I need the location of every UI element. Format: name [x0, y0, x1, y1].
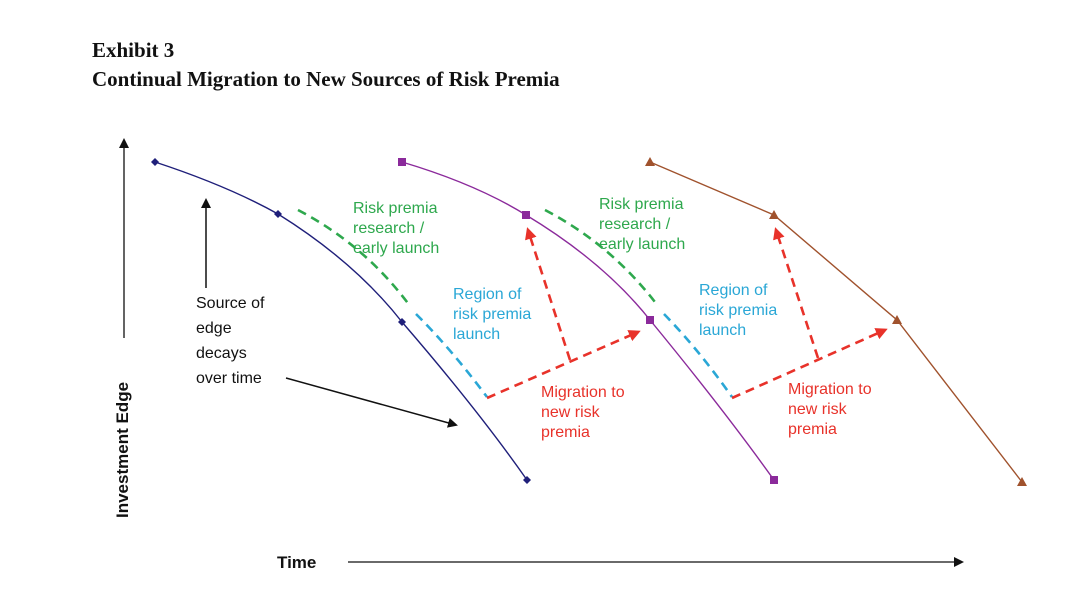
x-axis-label: Time	[277, 553, 316, 572]
migration-annotation-line: Migration to	[541, 384, 625, 401]
decay-annotation-line: decays	[196, 345, 247, 362]
research-annotation-line: early launch	[353, 240, 439, 257]
triangle-marker	[1017, 477, 1027, 486]
diamond-marker	[151, 158, 159, 166]
square-marker	[522, 211, 530, 219]
region-dashed-line-2	[663, 313, 734, 398]
region-annotation-line: risk premia	[699, 302, 777, 319]
migration-annotation-line: new risk	[788, 401, 848, 418]
research-annotation-line: Risk premia	[353, 200, 438, 217]
migration-annotation-line: Migration to	[788, 381, 872, 398]
decay-annotation-line: edge	[196, 320, 232, 337]
migration-arrow-horizontal-2	[731, 328, 888, 400]
triangle-marker	[892, 315, 902, 324]
migration-annotation-1: Migration to new risk premia	[541, 384, 629, 441]
square-marker	[770, 476, 778, 484]
region-annotation-line: launch	[699, 322, 746, 339]
diamond-marker	[523, 476, 531, 484]
region-dashed-line-1	[415, 313, 489, 398]
region-annotation-line: risk premia	[453, 306, 531, 323]
migration-annotation-line: new risk	[541, 404, 601, 421]
edge-decay-curve-2	[401, 161, 775, 481]
research-dashed-line-1	[297, 208, 412, 307]
y-axis-label: Investment Edge	[113, 382, 132, 518]
research-annotation-line: research /	[599, 216, 671, 233]
diamond-marker	[274, 210, 282, 218]
decay-annotation: Source of edge decays over time	[196, 295, 269, 387]
exhibit-title-block: Exhibit 3 Continual Migration to New Sou…	[92, 36, 560, 94]
exhibit-number: Exhibit 3	[92, 38, 175, 62]
migration-arrow-vertical-1	[525, 227, 572, 361]
region-annotation-2: Region of risk premia launch	[699, 282, 782, 339]
decay-annotation-line: over time	[196, 370, 262, 387]
research-annotation-line: research /	[353, 220, 425, 237]
edge-decay-curve-1	[154, 161, 528, 481]
region-annotation-line: Region of	[699, 282, 768, 299]
decay-pointer-down-arrow	[285, 377, 458, 428]
decay-annotation-line: Source of	[196, 295, 265, 312]
square-marker	[398, 158, 406, 166]
triangle-marker	[769, 210, 779, 219]
research-annotation-1: Risk premia research / early launch	[353, 200, 442, 257]
edge-decay-curve-3	[649, 161, 1023, 483]
square-marker	[646, 316, 654, 324]
exhibit-title: Continual Migration to New Sources of Ri…	[92, 67, 560, 91]
diamond-marker	[398, 318, 406, 326]
research-annotation-line: early launch	[599, 236, 685, 253]
triangle-marker	[645, 157, 655, 166]
research-dashed-line-2	[544, 208, 660, 307]
migration-annotation-line: premia	[788, 421, 837, 438]
migration-arrow-horizontal-1	[486, 330, 641, 400]
region-annotation-line: launch	[453, 326, 500, 343]
migration-arrow-vertical-2	[773, 227, 820, 359]
research-annotation-line: Risk premia	[599, 196, 684, 213]
migration-annotation-2: Migration to new risk premia	[788, 381, 876, 438]
region-annotation-1: Region of risk premia launch	[453, 286, 536, 343]
migration-annotation-line: premia	[541, 424, 590, 441]
region-annotation-line: Region of	[453, 286, 522, 303]
research-annotation-2: Risk premia research / early launch	[599, 196, 688, 253]
